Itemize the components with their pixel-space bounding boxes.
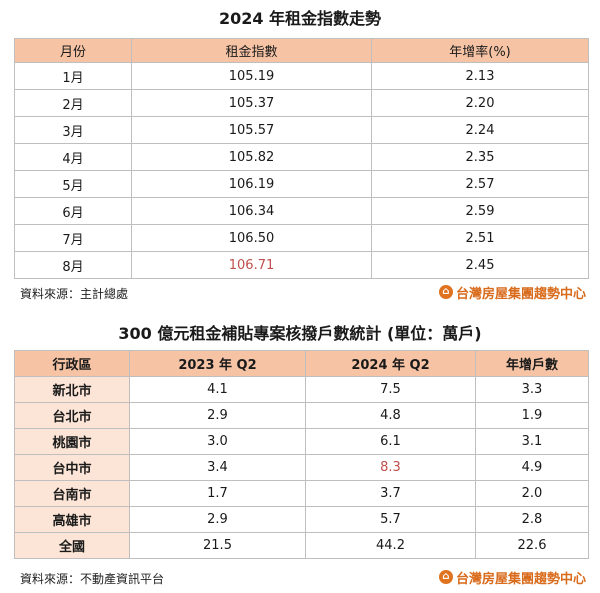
table-row: 台中市 3.4 8.3 4.9 [14,454,589,481]
table-row: 2月 105.37 2.20 [14,89,589,117]
source-note-1: 資料來源：主計總處 [20,287,129,301]
table-row: 全國 21.5 44.2 22.6 [14,532,589,559]
cell-2023-q2: 4.1 [129,376,306,403]
cell-month: 6月 [14,197,132,225]
cell-yoy: 2.20 [371,89,589,117]
cell-rent-index: 106.34 [131,197,372,225]
cell-district: 台中市 [14,454,130,481]
cell-district: 新北市 [14,376,130,403]
cell-rent-index: 105.37 [131,89,372,117]
brand-logo-2: ⌂ 台灣房屋集團趨勢中心 [438,568,586,587]
table-row: 桃園市 3.0 6.1 3.1 [14,428,589,455]
col-header-increase: 年增戶數 [475,350,589,377]
cell-month: 2月 [14,89,132,117]
table-row: 1月 105.19 2.13 [14,62,589,90]
cell-2023-q2: 2.9 [129,402,306,429]
table-row: 台北市 2.9 4.8 1.9 [14,402,589,429]
cell-rent-index-highlight: 106.71 [131,251,372,279]
cell-increase: 3.1 [475,428,589,455]
brand-logo-text: 台灣房屋集團趨勢中心 [455,286,586,302]
cell-yoy: 2.35 [371,143,589,171]
table-row: 5月 106.19 2.57 [14,170,589,198]
col-header-yoy: 年增率(%) [371,38,589,63]
house-logo-icon: ⌂ [438,285,453,299]
cell-rent-index: 106.50 [131,224,372,252]
col-header-2023-q2: 2023 年 Q2 [129,350,306,377]
col-header-district: 行政區 [14,350,130,377]
cell-increase: 2.8 [475,506,589,533]
rent-index-title: 2024 年租金指數走勢 [218,9,382,28]
cell-2024-q2: 6.1 [305,428,476,455]
table-row: 8月 106.71 2.45 [14,251,589,279]
table-row: 4月 105.82 2.35 [14,143,589,171]
cell-2024-q2: 4.8 [305,402,476,429]
cell-yoy: 2.45 [371,251,589,279]
cell-rent-index: 105.82 [131,143,372,171]
cell-month: 5月 [14,170,132,198]
cell-yoy: 2.59 [371,197,589,225]
cell-yoy: 2.13 [371,62,589,90]
table-row: 3月 105.57 2.24 [14,116,589,144]
cell-district: 台南市 [14,480,130,507]
cell-rent-index: 105.57 [131,116,372,144]
cell-rent-index: 105.19 [131,62,372,90]
cell-increase: 2.0 [475,480,589,507]
table-row: 新北市 4.1 7.5 3.3 [14,376,589,403]
cell-2024-q2-highlight: 8.3 [305,454,476,481]
cell-rent-index: 106.19 [131,170,372,198]
cell-district: 桃園市 [14,428,130,455]
cell-2023-q2: 2.9 [129,506,306,533]
cell-month: 3月 [14,116,132,144]
rent-index-table: 月份 租金指數 年增率(%) 1月 105.19 2.13 2月 105.37 … [14,38,589,279]
cell-2023-q2: 21.5 [129,532,306,559]
col-header-2024-q2: 2024 年 Q2 [305,350,476,377]
cell-2024-q2: 44.2 [305,532,476,559]
cell-2024-q2: 5.7 [305,506,476,533]
cell-2024-q2: 3.7 [305,480,476,507]
cell-increase: 4.9 [475,454,589,481]
cell-2023-q2: 1.7 [129,480,306,507]
table-row: 6月 106.34 2.59 [14,197,589,225]
table-header-row: 月份 租金指數 年增率(%) [14,38,589,63]
cell-2023-q2: 3.4 [129,454,306,481]
source-note-2: 資料來源：不動產資訊平台 [20,572,165,586]
cell-2024-q2: 7.5 [305,376,476,403]
cell-month: 8月 [14,251,132,279]
cell-month: 1月 [14,62,132,90]
cell-month: 7月 [14,224,132,252]
subsidy-stats-title: 300 億元租金補貼專案核撥戶數統計 (單位：萬戶) [118,324,482,343]
cell-yoy: 2.51 [371,224,589,252]
col-header-month: 月份 [14,38,132,63]
cell-2023-q2: 3.0 [129,428,306,455]
cell-increase: 1.9 [475,402,589,429]
col-header-rent-index: 租金指數 [131,38,372,63]
table-row: 7月 106.50 2.51 [14,224,589,252]
brand-logo-text: 台灣房屋集團趨勢中心 [455,571,586,587]
cell-increase: 22.6 [475,532,589,559]
cell-yoy: 2.57 [371,170,589,198]
cell-month: 4月 [14,143,132,171]
cell-district: 全國 [14,532,130,559]
table-row: 高雄市 2.9 5.7 2.8 [14,506,589,533]
table-row: 台南市 1.7 3.7 2.0 [14,480,589,507]
brand-logo-1: ⌂ 台灣房屋集團趨勢中心 [438,283,586,302]
house-logo-icon: ⌂ [438,570,453,584]
table-header-row: 行政區 2023 年 Q2 2024 年 Q2 年增戶數 [14,350,589,377]
cell-yoy: 2.24 [371,116,589,144]
cell-district: 高雄市 [14,506,130,533]
cell-district: 台北市 [14,402,130,429]
cell-increase: 3.3 [475,376,589,403]
subsidy-stats-table: 行政區 2023 年 Q2 2024 年 Q2 年增戶數 新北市 4.1 7.5… [14,350,589,559]
